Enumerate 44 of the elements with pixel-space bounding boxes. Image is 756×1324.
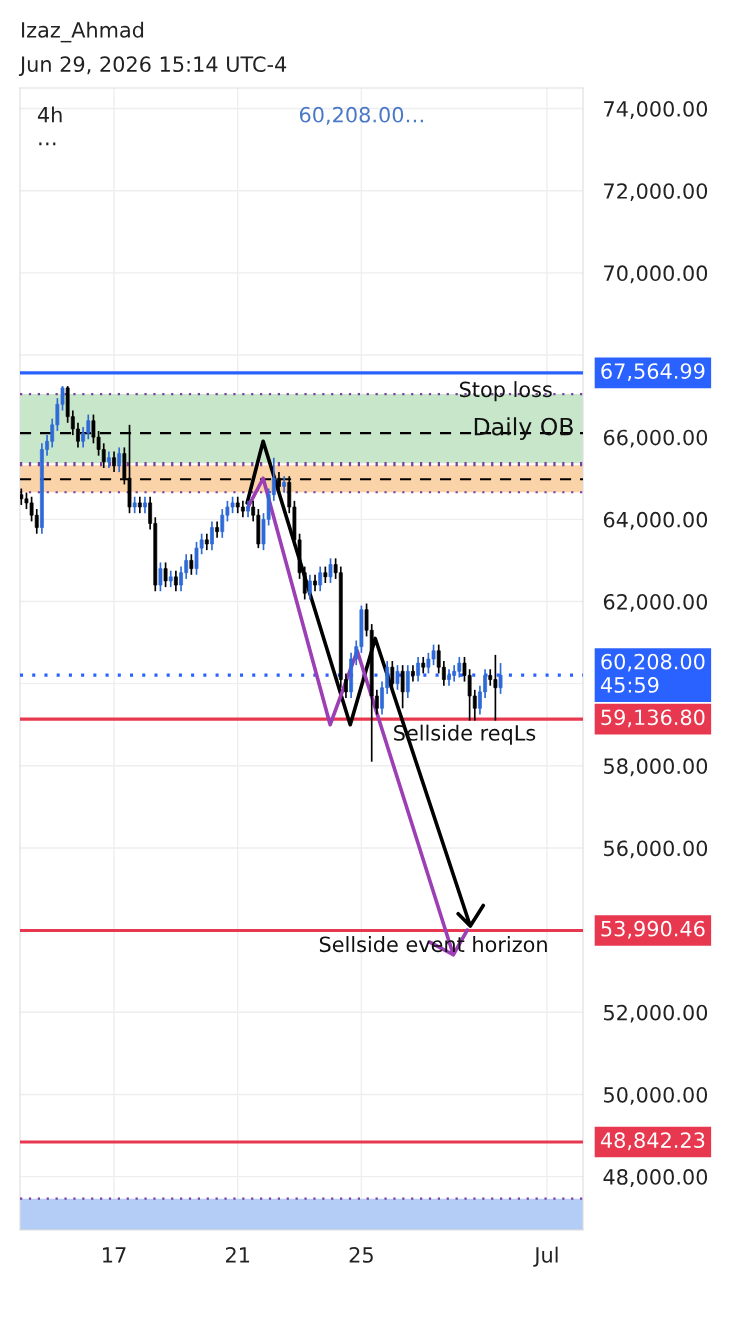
x-tick-label: 17 bbox=[103, 1247, 126, 1263]
ref-line-label: 67,564.99 bbox=[601, 363, 705, 382]
y-tick-label: 70,000.00 bbox=[604, 265, 708, 284]
chart-subtitle: Jun 29, 2026 15:14 UTC-4 bbox=[18, 56, 287, 76]
annotation: 60,208.00… bbox=[299, 106, 423, 125]
band-label: Daily OB bbox=[474, 417, 573, 441]
candlestick bbox=[189, 553, 194, 576]
ref-line-label: 53,990.46 bbox=[601, 920, 705, 939]
y-tick-label: 74,000.00 bbox=[604, 100, 708, 119]
candlestick bbox=[210, 520, 214, 551]
candlestick bbox=[328, 557, 333, 584]
chart-title: Izaz_Ahmad bbox=[22, 21, 144, 43]
line-series bbox=[246, 476, 470, 957]
ref-line-label: 59,136.80 bbox=[601, 709, 705, 728]
annotation: Stop loss bbox=[459, 381, 552, 402]
y-tick-label: 50,000.00 bbox=[604, 1086, 708, 1105]
candlestick bbox=[112, 450, 116, 473]
ref-line-label: 60,208.00 45:59 bbox=[600, 653, 705, 693]
y-tick-label: 56,000.00 bbox=[604, 840, 708, 859]
candlestick bbox=[416, 656, 420, 683]
y-tick-label: 72,000.00 bbox=[604, 183, 708, 202]
candlestick bbox=[158, 561, 163, 593]
candlestick bbox=[163, 561, 168, 588]
x-tick-label: Jul bbox=[533, 1246, 558, 1267]
candlestick bbox=[307, 573, 312, 601]
candlestick bbox=[390, 660, 395, 691]
candlestick bbox=[498, 662, 503, 695]
candlestick bbox=[173, 569, 178, 593]
y-tick-label: 48,000.00 bbox=[603, 1169, 708, 1187]
ref-line-label: 48,842.23 bbox=[600, 1132, 705, 1151]
y-tick-label: 58,000.00 bbox=[604, 758, 708, 777]
candlestick bbox=[405, 664, 410, 699]
y-tick-label: 64,000.00 bbox=[603, 511, 708, 530]
y-tick-label: 62,000.00 bbox=[603, 593, 708, 612]
candlestick bbox=[117, 446, 122, 473]
x-tick-label: 25 bbox=[349, 1247, 373, 1263]
y-tick-label: 66,000.00 bbox=[603, 429, 708, 448]
candlestick bbox=[318, 565, 323, 593]
candlestick bbox=[400, 664, 405, 710]
x-tick-label: 21 bbox=[226, 1247, 250, 1263]
annotation: 4h bbox=[37, 106, 62, 123]
candlestick bbox=[395, 664, 400, 691]
annotation: … bbox=[39, 142, 56, 146]
y-tick-label: 52,000.00 bbox=[604, 1004, 708, 1023]
